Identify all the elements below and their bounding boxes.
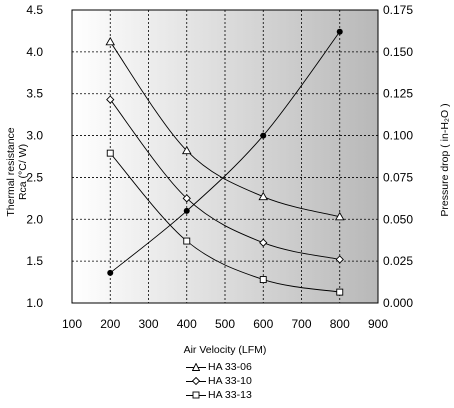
left-y-axis-ticks: 1.0 1.5 2.0 2.5 3.0 3.5 4.0 4.5: [26, 3, 43, 310]
right-y-tick-label: 0.100: [383, 129, 413, 143]
square-marker-icon: [192, 391, 200, 399]
data-point-triangle: [181, 145, 192, 155]
legend-label: HA 33-06: [208, 361, 252, 373]
data-point-diamond: [106, 95, 115, 104]
x-tick-label: 900: [368, 317, 388, 331]
legend-item-ha33-10: HA 33-10: [186, 374, 306, 388]
right-y-tick-label: 0.150: [383, 45, 413, 59]
right-y-tick-label: 0.025: [383, 254, 413, 268]
data-point-square: [336, 288, 344, 296]
left-y-tick-label: 3.5: [26, 87, 43, 101]
x-tick-label: 600: [253, 317, 273, 331]
right-y-axis-ticks: 0.000 0.025 0.050 0.075 0.100 0.125 0.150 0.175: [383, 3, 413, 310]
right-y-tick-label: 0.000: [383, 296, 413, 310]
data-point-triangle: [334, 211, 345, 221]
data-point-dot: [107, 269, 114, 276]
data-point-dot: [183, 207, 190, 214]
diamond-marker-icon: [192, 377, 200, 385]
legend-label: HA 33-13: [208, 389, 252, 401]
series-group: [105, 28, 345, 296]
right-y-tick-label: 0.125: [383, 87, 413, 101]
legend-item-ha33-13: HA 33-13: [186, 388, 306, 402]
data-point-triangle: [258, 191, 269, 201]
data-point-dot: [336, 28, 343, 35]
data-point-dot: [260, 132, 267, 139]
left-y-tick-label: 4.0: [26, 45, 43, 59]
x-tick-label: 500: [215, 317, 235, 331]
x-axis-ticks: 100 200 300 400 500 600 700 800 900: [62, 317, 388, 331]
x-tick-label: 100: [62, 317, 82, 331]
series-ha33-13: [106, 149, 344, 296]
data-point-square: [106, 149, 114, 157]
data-point-diamond: [182, 194, 191, 203]
series-line: [109, 152, 340, 293]
data-point-diamond: [259, 238, 268, 247]
grid: [72, 10, 378, 303]
series-line: [109, 99, 340, 260]
data-point-square: [183, 237, 191, 245]
series-pressure-drop: [107, 28, 343, 276]
x-tick-label: 400: [177, 317, 197, 331]
x-tick-label: 800: [330, 317, 350, 331]
right-y-axis-title: Pressure drop ( in-H₂O ): [439, 103, 451, 216]
x-tick-label: 300: [138, 317, 158, 331]
left-y-tick-label: 1.0: [26, 296, 43, 310]
series-line: [109, 31, 341, 274]
left-y-tick-label: 3.0: [26, 129, 43, 143]
left-y-axis-title-line2: Rca (°C/ W): [17, 144, 29, 200]
series-ha33-06: [105, 36, 345, 221]
left-y-axis-title-line1: Thermal resistance: [5, 127, 17, 216]
left-y-tick-label: 1.5: [26, 254, 43, 268]
x-tick-label: 200: [100, 317, 120, 331]
left-y-tick-label: 4.5: [26, 3, 43, 17]
legend: HA 33-06 HA 33-10 HA 33-13: [186, 360, 306, 402]
data-point-triangle: [105, 36, 116, 46]
right-y-tick-label: 0.075: [383, 170, 413, 184]
series-line: [109, 41, 340, 218]
triangle-marker-icon: [192, 363, 200, 371]
legend-label: HA 33-10: [208, 375, 252, 387]
left-y-tick-label: 2.0: [26, 212, 43, 226]
x-tick-label: 700: [291, 317, 311, 331]
right-y-tick-label: 0.050: [383, 212, 413, 226]
series-ha33-10: [106, 95, 344, 264]
data-point-diamond: [335, 255, 344, 264]
legend-item-ha33-06: HA 33-06: [186, 360, 306, 374]
left-y-tick-label: 2.5: [26, 170, 43, 184]
right-y-tick-label: 0.175: [383, 3, 413, 17]
data-point-square: [259, 276, 267, 284]
x-axis-title: Air Velocity (LFM): [184, 344, 267, 356]
